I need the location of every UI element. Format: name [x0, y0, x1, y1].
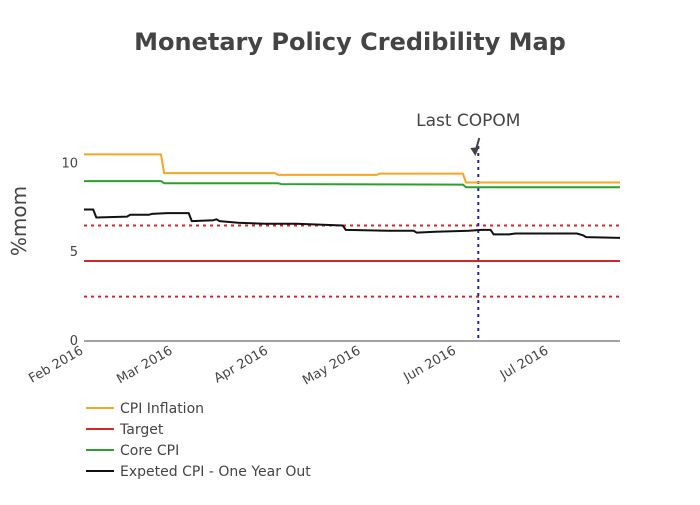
- legend-item-1[interactable]: Target: [86, 422, 164, 438]
- reference-lines: [84, 146, 620, 341]
- x-tick-label: Jul 2016: [497, 343, 551, 383]
- y-tick-label: 5: [70, 245, 78, 260]
- legend-item-3[interactable]: Expeted CPI - One Year Out: [86, 464, 311, 480]
- series-line-0[interactable]: [84, 153, 620, 184]
- x-tick-label: Feb 2016: [26, 343, 86, 386]
- y-tick-label: 10: [61, 156, 78, 171]
- legend-label: Expeted CPI - One Year Out: [120, 464, 311, 480]
- x-tick-label: Mar 2016: [114, 343, 175, 387]
- chart-title: Monetary Policy Credibility Map: [134, 28, 566, 56]
- series-line-3[interactable]: [84, 208, 621, 239]
- x-tick-label: May 2016: [300, 343, 363, 388]
- series-lines: [84, 153, 621, 262]
- y-axis-label: %mom: [7, 186, 31, 256]
- annotations: Last COPOM: [416, 111, 520, 156]
- axes: 0 5 10 Feb 2016 Mar 2016 Apr 2016 May 2016 Jun …: [26, 156, 620, 389]
- annotation-arrow-head: [470, 146, 480, 156]
- legend-label: Target: [119, 422, 164, 438]
- y-tick-label: 0: [70, 334, 78, 349]
- legend-item-2[interactable]: Core CPI: [86, 443, 179, 459]
- legend[interactable]: CPI Inflation Target Core CPI Expeted CPI -…: [86, 401, 311, 480]
- legend-label: CPI Inflation: [120, 401, 204, 417]
- legend-item-0[interactable]: CPI Inflation: [86, 401, 204, 417]
- x-tick-label: Jun 2016: [401, 343, 459, 385]
- annotation-label: Last COPOM: [416, 111, 520, 131]
- x-tick-label: Apr 2016: [212, 343, 271, 386]
- series-line-2[interactable]: [84, 180, 620, 189]
- legend-label: Core CPI: [120, 443, 179, 459]
